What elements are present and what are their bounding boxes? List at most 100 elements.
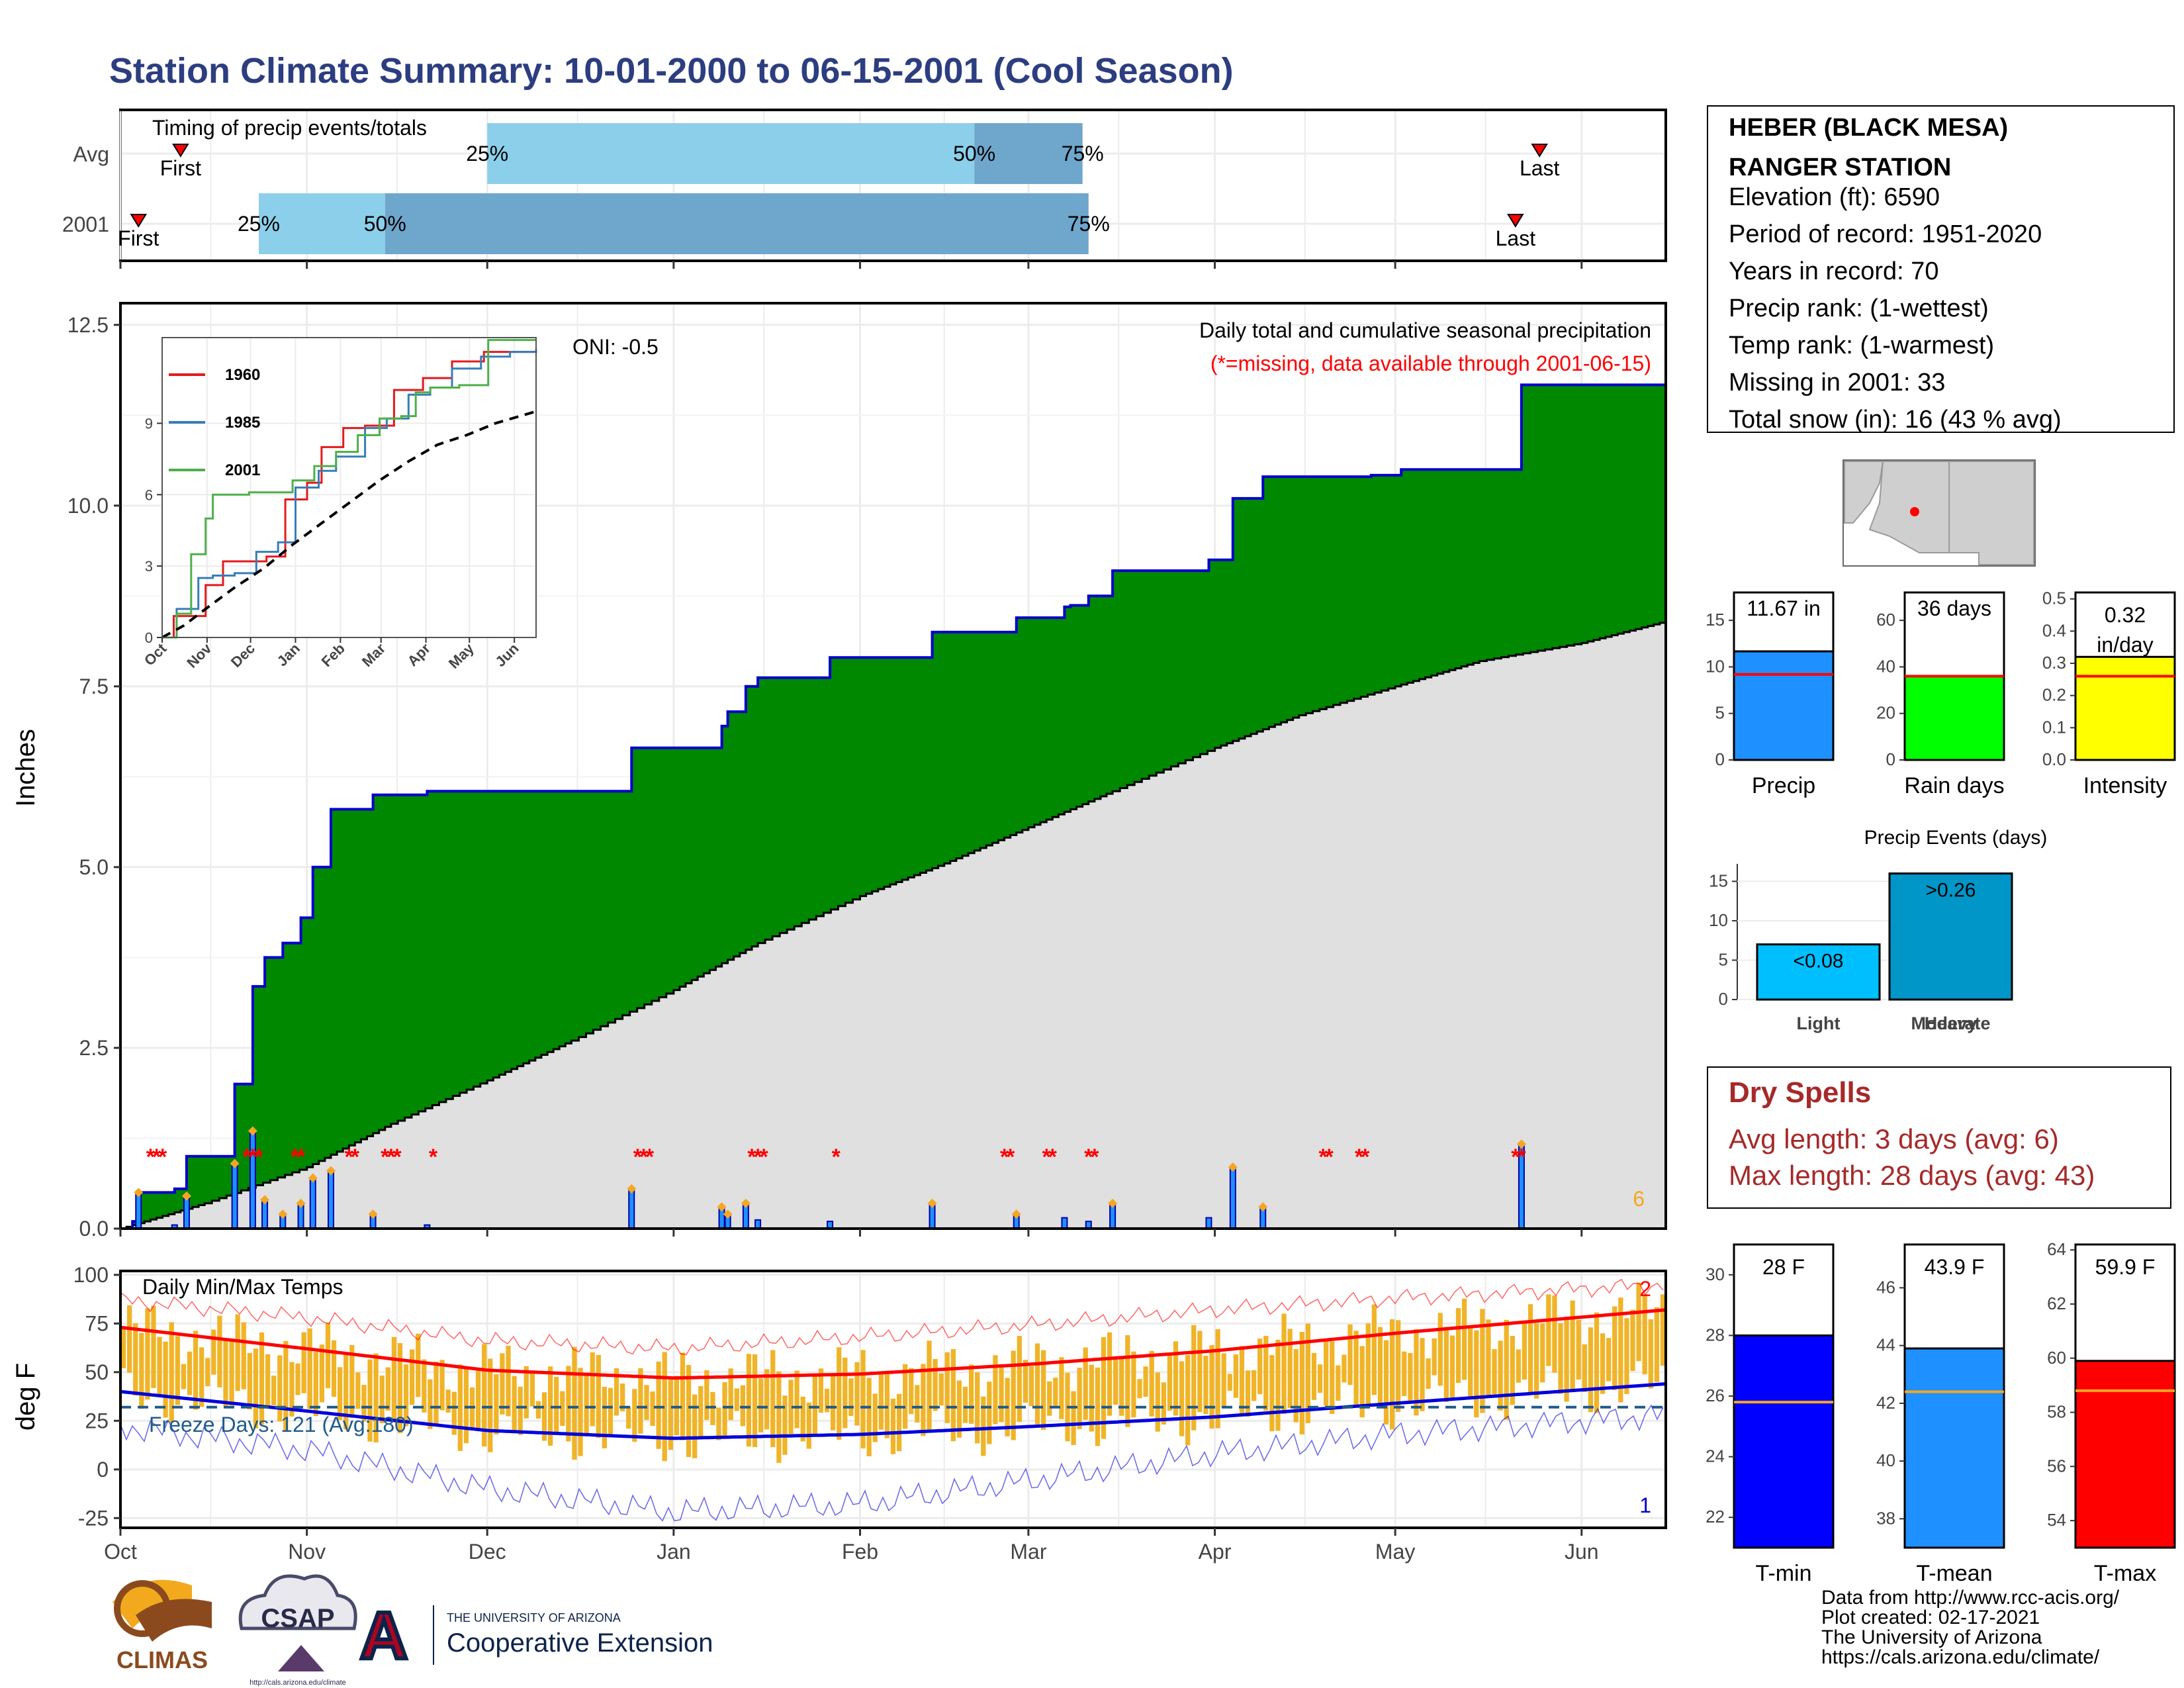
station-name-1: HEBER (BLACK MESA)	[1729, 114, 2008, 142]
daily-temp-bar	[169, 1322, 174, 1423]
csap-text: CSAP	[261, 1604, 334, 1633]
daily-temp-bar	[1173, 1341, 1179, 1416]
daily-temp-bar	[1449, 1335, 1455, 1399]
temp-summary-tick-label: 42	[1876, 1393, 1895, 1413]
daily-temp-bar	[475, 1370, 481, 1430]
daily-temp-bar	[1396, 1320, 1401, 1412]
summary-bars: 0 5 10 15 11.67 in Precip 0 20 40 60 36 days Rain d…	[1706, 588, 2176, 798]
avg-precip-area	[120, 621, 1666, 1229]
station-info-box: HEBER (BLACK MESA) RANGER STATION Elevat…	[1707, 105, 2175, 434]
temp-summary-tick-label: 54	[2047, 1510, 2066, 1530]
summary-bar-tick-label: 5	[1715, 703, 1725, 723]
daily-temp-bar	[325, 1323, 331, 1389]
inset-legend-label: 1985	[225, 414, 260, 432]
temp-summary-tick-label: 28	[1706, 1325, 1725, 1344]
summary-bar-tick-label: 0.0	[2042, 749, 2066, 769]
daily-temp-bar	[848, 1378, 854, 1416]
timing-bar-50-75	[974, 123, 1083, 184]
daily-temp-bar	[956, 1380, 962, 1438]
daily-temp-bar	[1305, 1323, 1311, 1423]
daily-temp-bar	[1504, 1319, 1509, 1420]
daily-temp-bar	[1570, 1300, 1575, 1389]
daily-temp-bar	[1233, 1354, 1239, 1398]
precip-ytick-label: 12.5	[68, 313, 109, 337]
summary-bar-tick-label: 60	[1876, 610, 1895, 630]
daily-temp-bar	[1486, 1319, 1491, 1397]
month-axis: Oct Nov Dec Jan Feb Mar Apr May Jun	[104, 261, 1599, 1564]
summary-bar-tick-label: 0.1	[2042, 717, 2066, 737]
daily-temp-bar	[1600, 1333, 1606, 1394]
daily-temp-bar	[1203, 1356, 1208, 1415]
daily-temp-bar	[265, 1354, 271, 1408]
footer-line-2: Plot created: 02-17-2021	[1821, 1607, 2040, 1628]
month-label: Jun	[1565, 1540, 1599, 1564]
daily-temp-bar	[428, 1379, 433, 1429]
events-ytick-label: 15	[1709, 870, 1728, 890]
events-bar-label: Heavy	[1925, 1013, 1978, 1033]
events-bar-label: Moderate	[1911, 1013, 1990, 1033]
footer-line-3: The University of Arizona	[1821, 1626, 2042, 1648]
snow-marker-icon	[723, 1209, 733, 1219]
temp-summary-bars: 22 24 26 28 30 28 F T-min 38 40 42 44 46 43.9 F T-mea…	[1706, 1239, 2176, 1586]
daily-temp-bar	[1047, 1381, 1052, 1416]
timing-panel: Timing of precip events/totals Avg 2001 …	[62, 109, 1667, 262]
daily-temp-bar	[1365, 1323, 1371, 1407]
climas-sun-icon	[114, 1580, 171, 1637]
summary-bar-intensity: 0.0 0.1 0.2 0.3 0.4 0.5 0.32 in/day Intensity	[2042, 588, 2176, 798]
timing-2001-last-marker-icon	[1507, 214, 1524, 228]
station-years: Years in record: 70	[1729, 258, 1939, 285]
daily-temp-bar	[1263, 1336, 1269, 1411]
daily-temp-bar	[1420, 1338, 1425, 1411]
month-label: May	[1375, 1540, 1415, 1564]
daily-temp-bar	[1317, 1364, 1323, 1393]
events-ytick-label: 10	[1709, 910, 1728, 930]
daily-temp-bar	[818, 1368, 824, 1413]
daily-temp-bar	[457, 1364, 463, 1451]
daily-temp-bar	[1546, 1294, 1551, 1366]
missing-day-marker: *	[639, 1145, 649, 1170]
missing-day-marker: *	[1511, 1145, 1520, 1170]
temp-ytick-label: 100	[73, 1263, 109, 1287]
daily-temp-bar	[962, 1386, 968, 1423]
daily-temp-bar	[494, 1374, 499, 1434]
avg-precip-line	[120, 621, 1667, 1230]
daily-temp-bar	[968, 1364, 974, 1424]
inset-ytick-label: 9	[145, 415, 153, 432]
daily-temp-bar	[674, 1376, 680, 1436]
temp-summary-tick-label: 46	[1876, 1277, 1895, 1297]
temp-summary-tick-label: 62	[2047, 1293, 2066, 1313]
climas-swoosh-icon	[113, 1579, 192, 1628]
daily-temp-bar	[1131, 1351, 1136, 1418]
missing-day-marker: *	[392, 1145, 402, 1170]
avg-max-line	[120, 1308, 1666, 1380]
dry-spells-title: Dry Spells	[1729, 1076, 1871, 1109]
daily-temp-bar	[307, 1328, 312, 1409]
daily-temp-bar	[860, 1350, 866, 1449]
climas-text: CLIMAS	[116, 1646, 208, 1673]
timing-avg-p25-label: 25%	[466, 142, 508, 165]
snow-marker-icon	[260, 1195, 270, 1205]
precip-ylabel: Inches	[11, 729, 40, 807]
temp-count-top: 2	[1639, 1277, 1651, 1301]
timing-row-2001-label: 2001	[62, 212, 109, 236]
daily-temp-bar	[1527, 1304, 1533, 1394]
daily-temp-bar	[884, 1372, 890, 1438]
daily-temp-bar	[271, 1376, 277, 1406]
daily-precip-bar	[135, 1192, 142, 1229]
timing-2001-first-label: First	[118, 226, 159, 250]
daily-temp-bar	[1191, 1325, 1197, 1430]
daily-temp-bar	[1017, 1336, 1022, 1422]
snow-marker-icon	[326, 1166, 336, 1176]
missing-day-marker: *	[152, 1145, 161, 1170]
summary-bar-label: Rain days	[1904, 773, 2004, 798]
dry-spells-max: Max length: 28 days (avg: 43)	[1729, 1160, 2095, 1191]
inset-ytick-label: 0	[145, 630, 153, 646]
daily-temp-bar	[1576, 1320, 1581, 1380]
daily-temp-bar	[1642, 1293, 1647, 1375]
summary-bar-fill	[1733, 650, 1835, 761]
month-label: Dec	[469, 1540, 506, 1564]
missing-day-marker: *	[254, 1145, 263, 1170]
daily-temp-bar	[938, 1373, 944, 1406]
